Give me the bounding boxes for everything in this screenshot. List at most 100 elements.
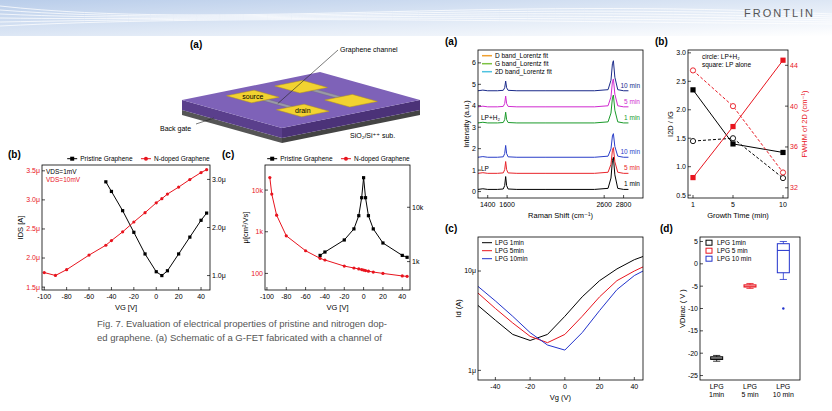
series-label: 5 min <box>624 98 640 105</box>
plot-area <box>478 61 628 190</box>
y-tick <box>688 138 691 139</box>
legend-swatch <box>482 63 492 65</box>
marker <box>352 266 355 269</box>
legend-label: G band_Lorentz fit <box>495 60 549 68</box>
x-tick-label: 0 <box>563 383 567 390</box>
x-tick <box>402 287 403 290</box>
x-tick-label: -20 <box>339 293 349 300</box>
legend-swatch <box>706 240 712 245</box>
legend-label: LPG 10min <box>495 255 528 262</box>
marker <box>54 274 57 277</box>
plot-frame <box>688 50 788 198</box>
series-line <box>270 178 407 277</box>
marker <box>352 227 355 230</box>
y-tick-label: 1μ <box>468 367 476 375</box>
median <box>711 358 723 359</box>
x-tick-label: -40 <box>106 293 116 300</box>
legend-label: Pristine Graphene <box>280 155 333 163</box>
plot-frame <box>42 165 210 290</box>
legend-swatch <box>706 248 712 253</box>
legend-swatch <box>482 250 492 251</box>
chart: -25-20-15-10-505LPG1minLPG5 minLPG10 min… <box>660 223 800 398</box>
marker <box>690 87 695 92</box>
x-tick-label: LPG5 min <box>741 383 758 398</box>
marker <box>343 264 346 267</box>
marker <box>268 176 271 179</box>
marker <box>87 254 90 257</box>
x-tick-label: -100 <box>260 293 274 300</box>
y-tick-label: 2.0μ <box>26 254 40 262</box>
series-label: 10 min <box>620 148 640 155</box>
schematic: (a)sourcedrainGraphene channelSiO₂/Si⁺⁺ … <box>160 39 420 143</box>
header-title: FRONTLIN <box>744 7 815 19</box>
banner <box>0 0 832 36</box>
whisker-cap <box>780 279 787 280</box>
marker <box>110 190 113 193</box>
x-tick <box>783 195 784 198</box>
x-tick <box>201 287 202 290</box>
page: FRONTLIN (a)sourcedrainGraphene channelSi… <box>0 0 832 411</box>
series-line <box>693 90 783 153</box>
electrode <box>277 104 330 117</box>
whisker-cap <box>713 361 720 362</box>
y-tick <box>688 81 691 82</box>
series-line <box>478 134 628 158</box>
caption-line: Fig. 7. Evaluation of electrical propert… <box>97 318 387 329</box>
marker <box>132 231 135 234</box>
y-tick <box>265 190 268 191</box>
x-tick <box>111 287 112 290</box>
chart: -100-80-60-40-20020401.5μ2.0μ2.5μ3.0μ3.5… <box>8 149 226 312</box>
chart: -40-20020401μ10μ(c)Vg (V)Id (A)LPG 1minL… <box>445 223 643 402</box>
whisker-cap <box>713 355 720 356</box>
x-tick <box>66 287 67 290</box>
x-tick <box>564 377 565 380</box>
schematic-label: Back gate <box>160 125 191 133</box>
series-line <box>478 148 628 174</box>
x-tick-label: 40 <box>197 293 205 300</box>
x-tick <box>382 287 383 290</box>
series-label: 1 min <box>624 180 640 187</box>
electrode <box>325 94 378 107</box>
y-tick <box>478 370 481 371</box>
x-tick <box>266 287 267 290</box>
median <box>777 250 789 251</box>
x-tick-label: 1400 <box>480 201 496 208</box>
y-tick-label: 10μ <box>464 267 476 275</box>
legend-swatch <box>270 157 274 161</box>
x-tick <box>363 287 364 290</box>
y-tick-label: 3.0 <box>676 49 686 56</box>
annotation: square: LP alone <box>702 61 751 69</box>
x-tick-label: 0 <box>362 293 366 300</box>
y-tick-label: 1.0 <box>676 163 686 170</box>
whisker-cap <box>746 283 753 284</box>
legend-label: LPG 1min <box>717 239 746 246</box>
marker <box>166 192 169 195</box>
marker <box>188 178 191 181</box>
series-line <box>44 170 206 276</box>
series-line <box>478 95 628 123</box>
series-line <box>320 178 407 258</box>
y2-tick <box>785 187 788 188</box>
series-line <box>693 60 783 177</box>
series-line <box>478 267 643 343</box>
y-tick-label: 0 <box>472 188 476 195</box>
series-line <box>693 70 783 172</box>
series-line <box>478 257 643 341</box>
y-axis-title: VDirac ( V ) <box>678 289 687 328</box>
marker <box>401 274 404 277</box>
y-tick <box>688 195 691 196</box>
plot-area <box>268 176 408 278</box>
y-tick <box>478 62 481 63</box>
legend-swatch <box>482 258 492 259</box>
y-tick-label: 3.0μ <box>26 196 40 204</box>
marker <box>285 234 288 237</box>
y-tick-label: 100 <box>251 270 263 277</box>
y2-axis-title: FWHM of 2D (cm⁻¹) <box>800 90 809 157</box>
panel-letter: (d) <box>660 223 673 234</box>
graphene-channel <box>311 90 342 98</box>
series-label: 5 min <box>624 164 640 171</box>
x-tick <box>530 377 531 380</box>
y-tick-label: 2.0 <box>676 106 686 113</box>
marker <box>780 170 785 175</box>
leader-line <box>196 118 214 124</box>
